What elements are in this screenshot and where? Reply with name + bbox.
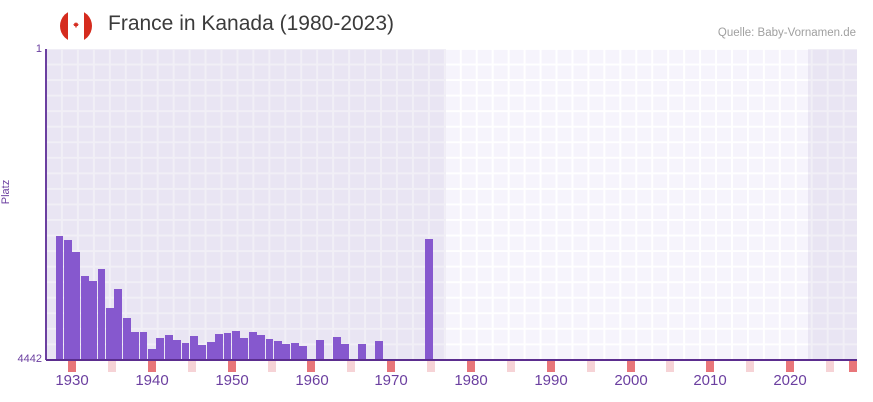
y-axis-title: Platz <box>0 179 13 205</box>
page-title: France in Kanada (1980-2023) <box>108 12 395 35</box>
x-axis-tick-label-2020: 2020 <box>773 372 807 389</box>
baseline-tick-mark <box>587 361 595 372</box>
x-axis-tick-label-1980: 1980 <box>454 372 488 389</box>
y-axis-tick-bottom-label: 4442 <box>17 353 42 365</box>
bar-1979[interactable] <box>63 240 72 360</box>
source-attribution: Quelle: Baby-Vornamen.de <box>717 27 856 39</box>
bar-1981[interactable] <box>80 276 89 360</box>
bar-1996[interactable] <box>206 342 215 360</box>
bar-1982[interactable] <box>89 281 97 360</box>
bar-1987[interactable] <box>131 332 139 360</box>
x-axis-tick-label-1990: 1990 <box>534 372 568 389</box>
bar-1986[interactable] <box>122 318 131 360</box>
bar-1999[interactable] <box>231 331 240 360</box>
bar-1990[interactable] <box>156 338 165 360</box>
baseline-tick-mark <box>786 361 794 372</box>
y-axis-line <box>45 49 47 360</box>
bar-2007[interactable] <box>299 346 307 360</box>
bar-2012[interactable] <box>341 344 349 360</box>
bar-1978[interactable] <box>55 236 64 360</box>
baseline-tick-mark <box>849 361 857 372</box>
bar-2005[interactable] <box>282 344 291 360</box>
bar-1980[interactable] <box>72 252 81 360</box>
bar-1992[interactable] <box>173 340 181 360</box>
bar-1985[interactable] <box>114 289 123 360</box>
bar-2022[interactable] <box>425 239 433 360</box>
bar-2000[interactable] <box>240 338 249 360</box>
baseline-tick-mark <box>387 361 395 372</box>
baseline-tick-mark <box>347 361 355 372</box>
baseline-tick-mark <box>148 361 156 372</box>
maple-leaf-icon <box>73 21 79 28</box>
baseline-tick-mark <box>467 361 475 372</box>
x-axis-tick-label-2010: 2010 <box>693 372 727 389</box>
x-axis-tick-label-1930: 1930 <box>55 372 89 389</box>
baseline-tick-mark <box>826 361 834 372</box>
chart-header: France in Kanada (1980-2023) Quelle: Bab… <box>0 0 873 44</box>
bar-1994[interactable] <box>189 336 198 360</box>
bar-1997[interactable] <box>215 334 223 360</box>
baseline-tick-mark <box>746 361 754 372</box>
baseline-tick-mark <box>627 361 635 372</box>
bar-1984[interactable] <box>105 308 114 360</box>
x-axis-tick-label-1960: 1960 <box>295 372 329 389</box>
bar-2009[interactable] <box>315 340 324 360</box>
baseline-tick-mark <box>427 361 435 372</box>
baseline-tick-mark <box>228 361 236 372</box>
bar-2003[interactable] <box>265 339 274 360</box>
baseline-tick-mark <box>507 361 515 372</box>
baseline-tick-mark <box>108 361 116 372</box>
x-axis-tick-label-1970: 1970 <box>374 372 408 389</box>
bar-1991[interactable] <box>164 335 173 360</box>
baseline-tick-mark <box>68 361 76 372</box>
baseline-tick-mark <box>706 361 714 372</box>
bar-2001[interactable] <box>248 332 257 360</box>
baseline-tick-mark <box>268 361 276 372</box>
bar-2004[interactable] <box>273 341 282 360</box>
baseline-tick-mark <box>188 361 196 372</box>
bar-1988[interactable] <box>139 332 148 360</box>
bars-layer <box>46 49 857 360</box>
plot-area <box>46 49 857 360</box>
bar-1989[interactable] <box>147 349 156 360</box>
grid-lines <box>46 49 857 360</box>
x-axis-tick-label-2000: 2000 <box>614 372 648 389</box>
bar-2011[interactable] <box>332 337 341 360</box>
bar-1993[interactable] <box>181 343 190 360</box>
baseline-tick-mark <box>666 361 674 372</box>
canada-flag-icon <box>60 10 92 42</box>
bar-2002[interactable] <box>257 335 265 360</box>
bar-1998[interactable] <box>223 333 232 360</box>
bar-2006[interactable] <box>290 343 299 360</box>
x-axis-line <box>46 359 857 361</box>
baseline-tick-mark <box>547 361 555 372</box>
bar-1983[interactable] <box>97 269 106 360</box>
bar-1995[interactable] <box>198 345 207 360</box>
baseline-tick-mark <box>307 361 315 372</box>
x-axis-tick-label-1950: 1950 <box>215 372 249 389</box>
x-axis-tick-label-1940: 1940 <box>135 372 169 389</box>
y-axis-tick-top-label: 1 <box>35 43 42 55</box>
bar-2016[interactable] <box>374 341 383 360</box>
bar-2014[interactable] <box>357 344 366 360</box>
